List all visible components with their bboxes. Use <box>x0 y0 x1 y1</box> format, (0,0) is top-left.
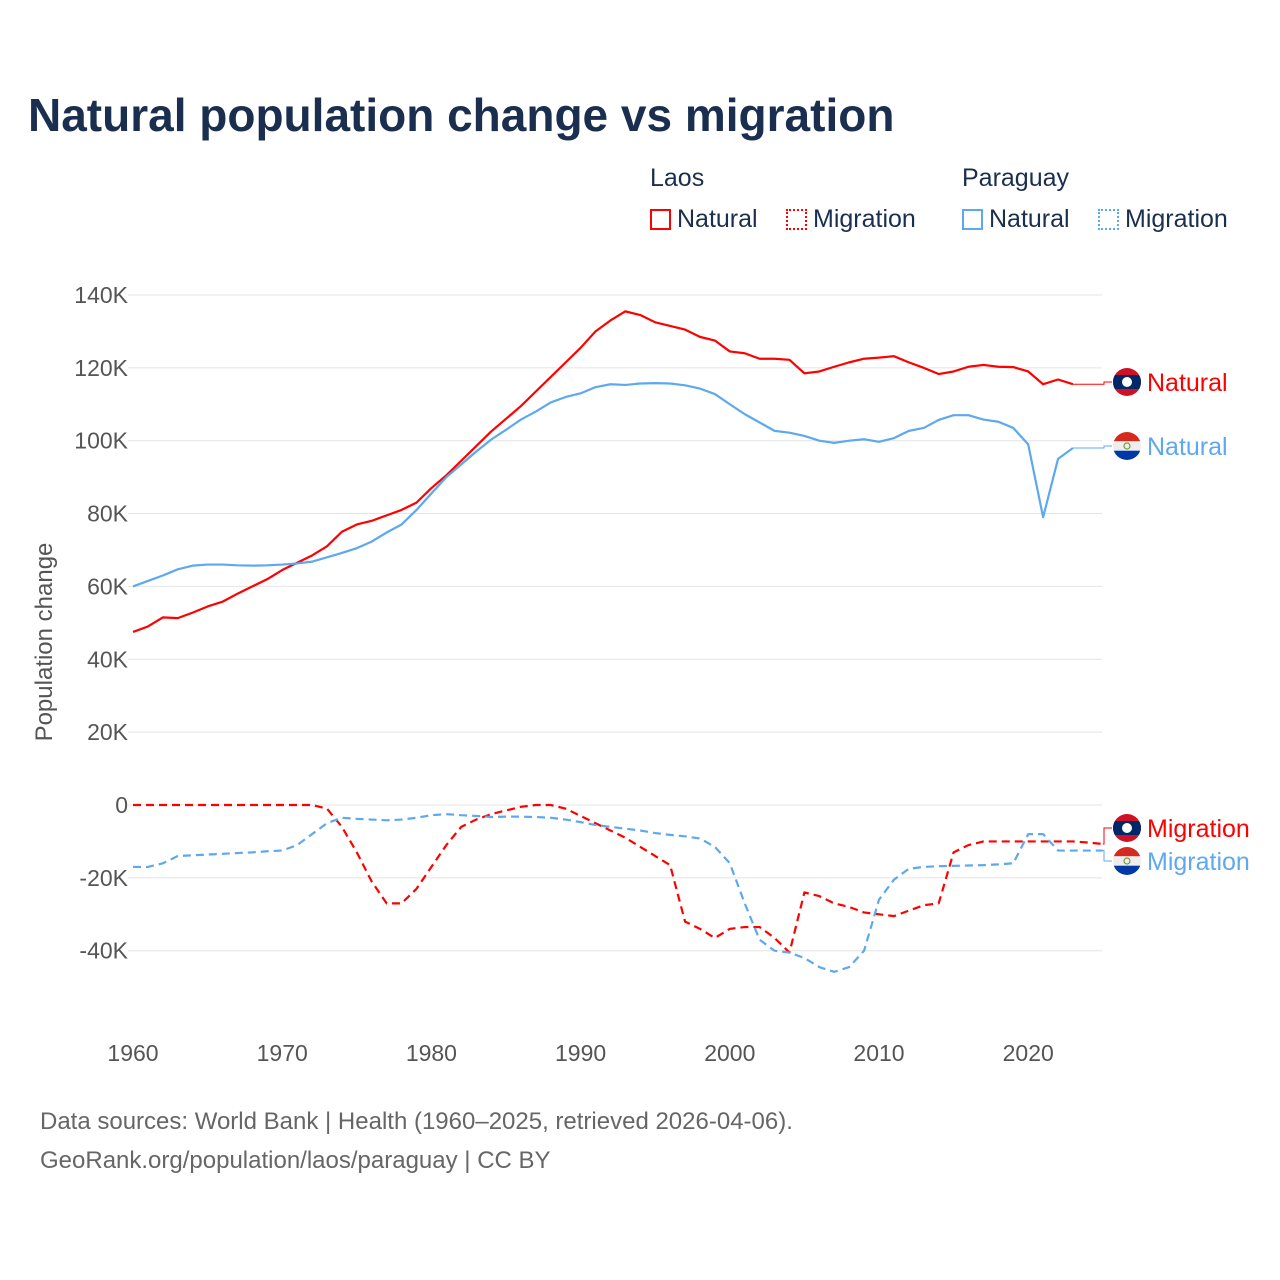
legend-label: Natural <box>677 205 758 233</box>
series-end-label: Natural <box>1147 433 1228 461</box>
x-tick-label: 1970 <box>257 1040 308 1066</box>
legend-group-laos: Laos <box>650 164 705 192</box>
series-end-label: Migration <box>1147 815 1250 843</box>
y-tick-label: 60K <box>87 573 129 599</box>
laos-flag-icon <box>1113 368 1141 396</box>
legend-label: Migration <box>1125 205 1228 233</box>
dotted-swatch-icon <box>786 209 807 230</box>
label-connector <box>1072 445 1112 449</box>
y-tick-label: -20K <box>79 865 128 891</box>
paraguay-flag-icon <box>1113 432 1141 460</box>
legend-label: Migration <box>813 205 916 233</box>
chart-title: Natural population change vs migration <box>28 89 895 141</box>
x-tick-label: 2000 <box>704 1040 755 1066</box>
legend-label: Natural <box>989 205 1070 233</box>
series-line-paraguay-natural <box>132 382 1074 588</box>
x-tick-label: 2010 <box>853 1040 904 1066</box>
series-line-paraguay-migration <box>133 813 1103 973</box>
y-axis-label: Population change <box>31 543 58 742</box>
label-connector <box>1102 827 1112 845</box>
label-connector <box>1072 381 1112 385</box>
series-end-label: Migration <box>1147 848 1250 876</box>
y-tick-label: 120K <box>74 355 128 381</box>
dotted-swatch-icon <box>1098 209 1119 230</box>
series-line-laos-natural <box>132 310 1074 633</box>
attribution-link[interactable]: GeoRank.org/population/laos/paraguay | C… <box>40 1147 551 1174</box>
solid-swatch-icon <box>650 209 671 230</box>
series-end-label: Natural <box>1147 369 1228 397</box>
label-connector <box>1102 850 1112 862</box>
legend-paraguay-migration[interactable]: Migration <box>1098 205 1228 234</box>
legend-laos-natural[interactable]: Natural <box>650 205 758 234</box>
y-tick-label: 0 <box>115 792 128 818</box>
solid-swatch-icon <box>962 209 983 230</box>
laos-flag-icon <box>1113 814 1141 842</box>
y-tick-label: 80K <box>87 501 129 527</box>
y-tick-label: 40K <box>87 646 129 672</box>
legend-group-paraguay: Paraguay <box>962 164 1070 192</box>
series-line-laos-migration <box>133 803 1103 954</box>
x-tick-label: 2020 <box>1003 1040 1054 1066</box>
legend-laos-migration[interactable]: Migration <box>786 205 916 234</box>
paraguay-flag-icon <box>1113 847 1141 875</box>
x-tick-label: 1990 <box>555 1040 606 1066</box>
x-tick-label: 1980 <box>406 1040 457 1066</box>
y-tick-label: 100K <box>74 428 128 454</box>
source-line: Data sources: World Bank | Health (1960–… <box>40 1108 793 1135</box>
y-tick-label: -40K <box>79 938 128 964</box>
x-tick-label: 1960 <box>107 1040 158 1066</box>
y-tick-label: 140K <box>74 282 128 308</box>
legend-paraguay-natural[interactable]: Natural <box>962 205 1070 234</box>
y-tick-label: 20K <box>87 719 129 745</box>
